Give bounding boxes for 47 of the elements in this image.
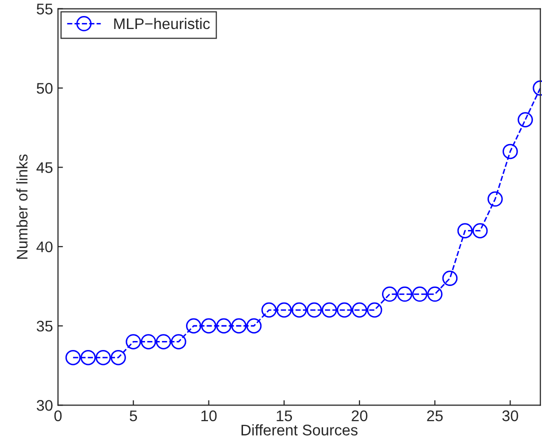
point [366, 302, 382, 318]
point [216, 318, 232, 334]
point [352, 302, 368, 318]
point [65, 350, 81, 366]
x-tick-label: 30 [502, 410, 518, 422]
point [427, 286, 442, 302]
y-tick-label: 30 [36, 400, 53, 411]
point [170, 334, 186, 350]
point [306, 302, 322, 318]
y-tick-label: 45 [36, 162, 52, 173]
x-tick-label: 0 [54, 410, 62, 422]
point [80, 350, 96, 366]
point [518, 112, 533, 128]
point [412, 286, 428, 302]
x-tick-label: 10 [201, 410, 217, 422]
point [457, 223, 473, 238]
x-tick-label: 5 [130, 410, 137, 422]
x-tick-label: 15 [276, 410, 292, 422]
point [126, 334, 142, 350]
y-tick-label: 35 [36, 320, 52, 332]
point [472, 223, 488, 238]
x-tick-label: 20 [352, 410, 368, 422]
point [276, 302, 292, 318]
point [231, 318, 247, 334]
y-tick-label: 55 [36, 4, 52, 14]
point [201, 318, 216, 334]
point [186, 318, 202, 334]
point [110, 350, 126, 366]
point [502, 144, 518, 160]
point [96, 350, 111, 366]
point [442, 270, 458, 286]
point [156, 334, 172, 350]
point [292, 302, 307, 318]
point [322, 302, 337, 318]
point [336, 302, 352, 318]
point [397, 286, 412, 302]
x-tick-label: 25 [427, 410, 443, 422]
point [261, 302, 277, 318]
x-axis-title: Different Sources [242, 424, 358, 436]
y-axis-title: Number of links [16, 154, 28, 259]
y-tick-label: 40 [36, 241, 53, 252]
point [382, 286, 398, 302]
point [140, 334, 156, 350]
point [246, 318, 262, 334]
point [488, 191, 503, 207]
legend-label: MLP−heuristic [114, 18, 210, 30]
y-tick-label: 50 [36, 82, 53, 94]
